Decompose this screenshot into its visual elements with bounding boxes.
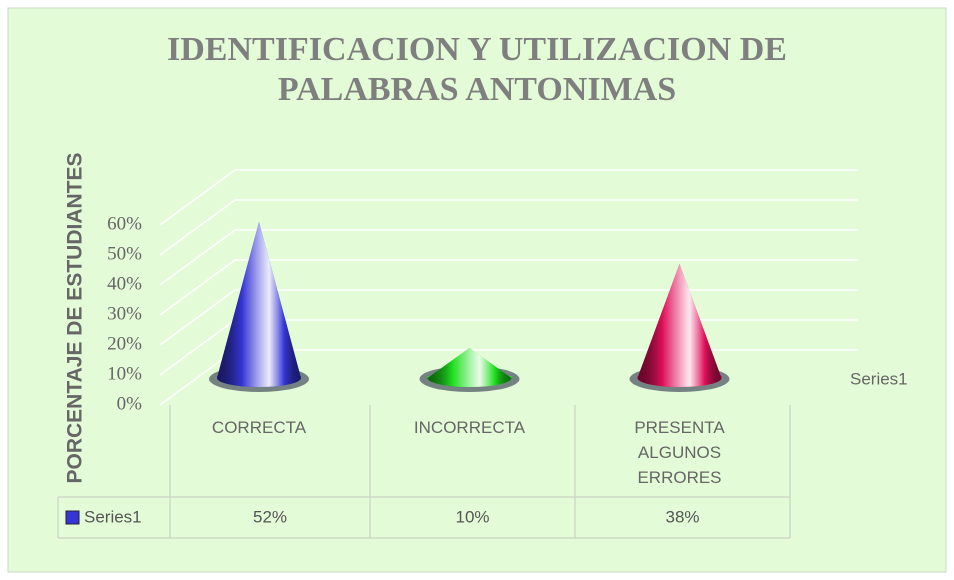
y-tick-label: 40% bbox=[107, 273, 142, 294]
y-axis-label: PORCENTAJE DE ESTUDIANTES bbox=[64, 153, 87, 484]
chart-title: IDENTIFICACION Y UTILIZACION DE PALABRAS… bbox=[167, 31, 787, 108]
legend-entry: Series1 bbox=[850, 369, 908, 388]
grid-line bbox=[159, 169, 236, 226]
data-label: 52% bbox=[253, 507, 287, 526]
grid-line bbox=[159, 319, 236, 376]
y-tick-label: 10% bbox=[107, 363, 142, 384]
y-tick-label: 50% bbox=[107, 243, 142, 264]
data-label: 38% bbox=[665, 507, 699, 526]
y-tick-label: 30% bbox=[107, 303, 142, 324]
cone bbox=[427, 348, 512, 387]
y-tick-label: 0% bbox=[117, 393, 143, 414]
grid-line bbox=[159, 199, 236, 256]
cone bbox=[637, 264, 722, 387]
grid-line bbox=[159, 289, 236, 346]
legend-key bbox=[65, 510, 80, 525]
data-label: 10% bbox=[455, 507, 489, 526]
grid-line bbox=[159, 259, 236, 316]
category-label: CORRECTA bbox=[211, 418, 307, 437]
y-tick-label: 20% bbox=[107, 333, 142, 354]
category-label: PRESENTA ALGUNOS ERRORES bbox=[634, 418, 725, 487]
grid-line bbox=[159, 229, 236, 286]
category-label: INCORRECTA bbox=[413, 418, 526, 437]
cone bbox=[217, 222, 301, 387]
y-tick-label: 60% bbox=[107, 213, 142, 234]
table-series-name: Series1 bbox=[84, 507, 142, 526]
